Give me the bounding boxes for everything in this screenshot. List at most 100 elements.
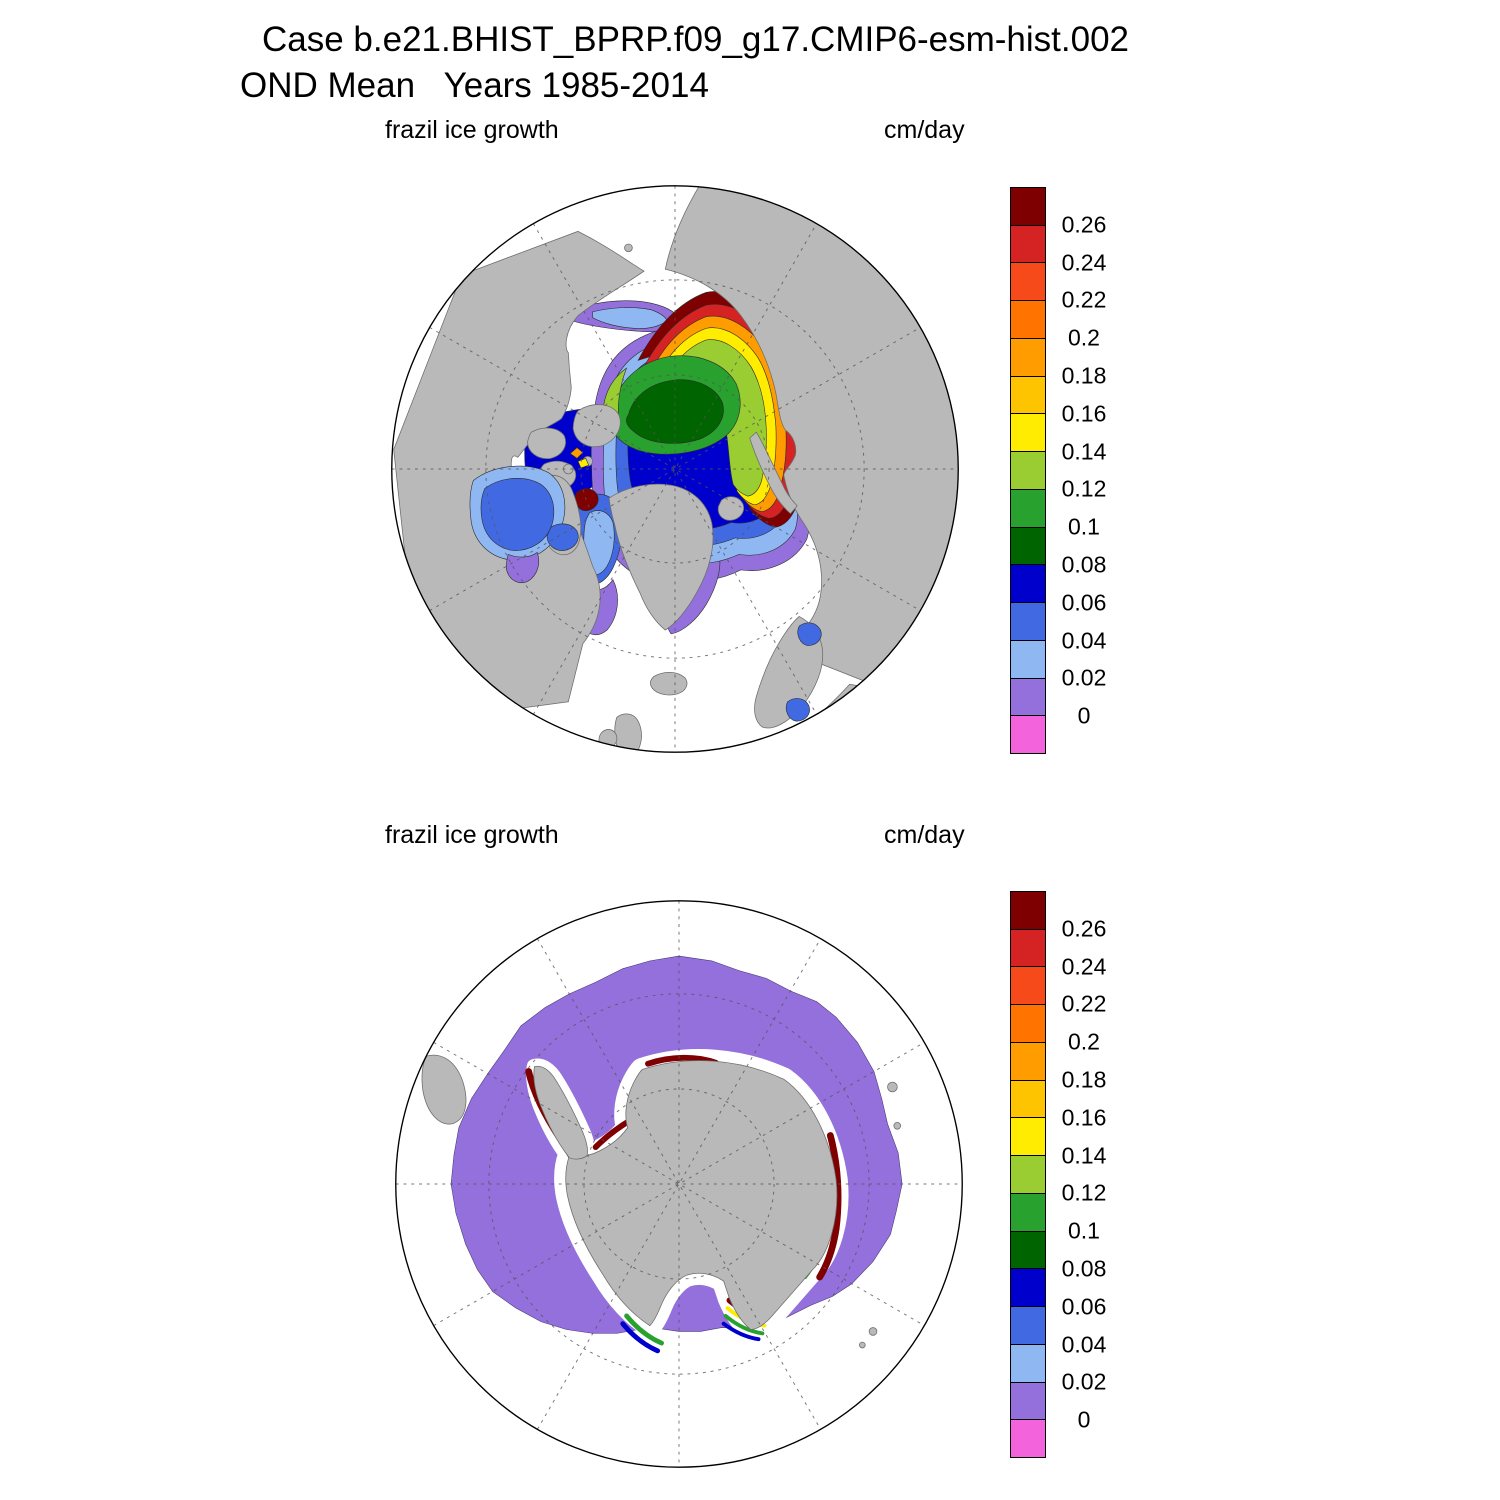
colorbar-tick-label: 0.2 [1068,1028,1100,1055]
foxe-basin-blue [546,523,579,551]
meridian-line [532,223,818,715]
colorbar-segment [1010,1117,1046,1157]
ross-west-green-band [624,1313,664,1346]
colorbar-segment [1010,1155,1046,1194]
north-panel-variable-label: frazil ice growth [385,116,559,144]
southern-island [893,1122,902,1130]
north-panel-units-label: cm/day [884,116,965,144]
land-group [421,1054,902,1349]
southern-island [859,1341,866,1349]
colorbar-tick-labels: 0.26 0.24 0.22 0.2 0.18 0.16 0.14 0.12 0.1 0.08 0.… [1052,891,1116,1458]
colorbar-tick-label: 0.12 [1061,475,1107,502]
colorbar-tick-label: 0.2 [1068,324,1100,351]
south-colorbar: 0.26 0.24 0.22 0.2 0.18 0.16 0.14 0.12 0.1 0.08 0.… [1010,891,1106,1459]
south-polar-map [395,900,963,1468]
colorbar-segment [1010,966,1046,1006]
white-sea-blue [797,622,822,646]
colorbar-segment [1010,1419,1046,1459]
colorbar-segment [1010,413,1046,453]
colorbar-tick-label: 0.06 [1061,589,1107,616]
colorbar-tick-label: 0.16 [1061,400,1107,427]
latitude-circle [583,1088,775,1280]
baltic-sea-blue [785,698,810,722]
inland-seas [469,447,822,722]
antarctic-peninsula [533,1065,588,1160]
colorbar-segment [1010,1381,1046,1421]
meridian-line [433,1041,925,1327]
colorbar-tick-label: 0 [1077,702,1091,729]
ross-blue-band [721,1321,761,1342]
ellesmere-island [572,404,621,448]
southern-island [868,1327,878,1336]
north-water-polynya-red [574,488,599,512]
colorbar-tick-label: 0.14 [1061,438,1107,465]
colorbar-segment [1010,602,1046,641]
colorbar-segment [1010,1192,1046,1232]
colorbar-segment [1010,928,1046,968]
colorbar-tick-label: 0.18 [1061,1066,1107,1093]
colorbar-segment [1010,224,1046,264]
meridian-line [532,223,818,715]
hudson-bay-blue [480,478,555,551]
colorbar-segment [1010,1079,1046,1119]
colorbar-tick-label: 0.1 [1068,513,1100,540]
colorbar-tick-label: 0.24 [1061,953,1107,980]
colorbar-tick-label: 0.08 [1061,1255,1107,1282]
land-group [393,185,959,753]
graticule [391,185,959,753]
colorbar-tick-label: 0.04 [1061,1331,1107,1358]
colorbar-segment [1010,1306,1046,1345]
colorbar-segment [1010,1004,1046,1043]
colorbar-tick-label: 0.06 [1061,1293,1107,1320]
colorbar-tick-label: 0.08 [1061,551,1107,578]
north-polar-map [391,185,959,753]
james-bay-purple [505,551,540,583]
colorbar-tick-label: 0.14 [1061,1142,1107,1169]
iceland [649,671,688,696]
colorbar-segment [1010,1343,1046,1383]
south-panel-variable-label: frazil ice growth [385,821,559,849]
south-america-tip [421,1054,467,1125]
colorbar-segment [1010,564,1046,604]
figure-title: Case b.e21.BHIST_BPRP.f09_g17.CMIP6-esm-… [262,20,1130,59]
map-boundary-circle [391,185,959,753]
colorbar-segment [1010,375,1046,415]
colorbar-tick-label: 0.22 [1061,990,1107,1017]
colorbar-segment [1010,451,1046,490]
novaya-zemlya [749,431,798,515]
south-panel-units-label: cm/day [884,821,965,849]
colorbar-tick-labels: 0.26 0.24 0.22 0.2 0.18 0.16 0.14 0.12 0.1 0.08 0.… [1052,187,1116,754]
east-coast-darkred-band [816,1132,842,1281]
latitude-circle [485,279,865,659]
map-boundary-circle [395,900,963,1468]
colorbar-segment [1010,526,1046,566]
svalbard [717,496,744,521]
colorbar-tick-label: 0.02 [1061,664,1107,691]
colorbar-tick-label: 0.02 [1061,1368,1107,1395]
colorbar-segment [1010,677,1046,717]
arctic-island [527,427,566,459]
colorbar-tick-label: 0.26 [1061,211,1107,238]
colorbar-segment [1010,891,1046,930]
north-colorbar: 0.26 0.24 0.22 0.2 0.18 0.16 0.14 0.12 0.1 0.08 0.… [1010,187,1106,755]
colorbar-segment [1010,715,1046,755]
graticule [395,900,963,1468]
colorbar-segment [1010,1041,1046,1081]
ross-green-band [723,1313,765,1336]
colorbar-tick-label: 0.12 [1061,1179,1107,1206]
colorbar-segment [1010,639,1046,679]
colorbar-tick-label: 0.18 [1061,362,1107,389]
colorbar-segment [1010,262,1046,302]
north-america [393,230,645,722]
colorbar-tick-label: 0.22 [1061,286,1107,313]
colorbar-tick-label: 0.26 [1061,915,1107,942]
figure-subtitle: OND Mean Years 1985-2014 [240,66,709,105]
colorbar-tick-label: 0.16 [1061,1104,1107,1131]
colorbar-segment [1010,187,1046,226]
ross-west-blue-band [620,1321,661,1354]
greenland [608,483,714,631]
antarctica [565,1060,838,1330]
southern-island [887,1081,898,1093]
archipelago-polynya-yellow [577,457,590,469]
